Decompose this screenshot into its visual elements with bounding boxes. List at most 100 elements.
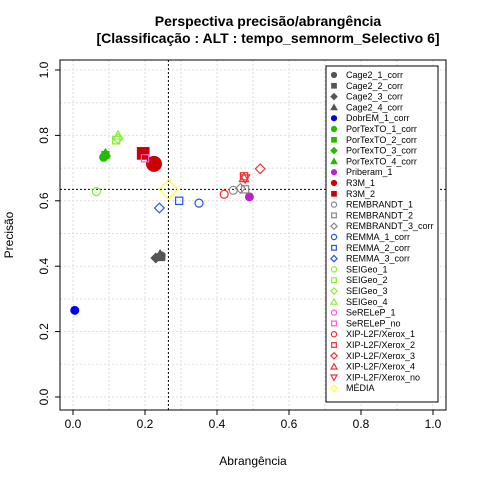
legend-symbol [330,157,338,165]
chart-subtitle: [Classificação : ALT : tempo_semnorm_Sel… [96,30,439,46]
data-point [91,187,102,197]
legend-entry: Priberam_1 [346,167,393,177]
legend-symbol [330,222,338,231]
legend-entry: SEIGeo_4 [346,297,388,307]
legend-entry: Cage2_2_corr [346,81,403,91]
legend-symbol [331,277,337,284]
legend-entry: SeRELeP_1 [346,308,396,318]
legend-entry: SeRELeP_no [346,318,401,328]
legend-symbol [329,362,339,370]
data-point [244,192,254,202]
x-tick-label: 0.6 [281,417,298,431]
y-tick-label: 0.0 [37,388,51,405]
data-point [234,182,247,195]
legend-entry: XIP-L2F/Xerox_3 [346,351,415,361]
legend-entry: PorTexTO_2_corr [346,135,417,145]
legend-entry: XIP-L2F/Xerox_2 [346,340,415,350]
legend-symbol [330,125,338,133]
legend-entry: REMMA_1_corr [346,232,410,242]
legend-symbol [330,146,338,155]
legend-entry: PorTexTO_1_corr [346,124,417,134]
legend-symbol [330,169,338,176]
legend-symbol [330,201,338,208]
x-tick-label: 0.0 [65,417,82,431]
legend-entry: REMBRANDT_2 [346,210,413,220]
legend-symbol [329,297,339,305]
x-tick-label: 0.8 [353,417,370,431]
legend-entry: REMBRANDT_3_corr [346,221,434,231]
legend-symbol [331,190,337,197]
x-axis-label: Abrangência [219,454,287,468]
legend-entry: XIP-L2F/Xerox_1 [346,329,415,339]
data-point [153,202,166,214]
x-tick-label: 0.4 [209,417,226,431]
data-point [254,163,266,175]
y-tick-label: 1.0 [37,61,51,78]
data-point [99,147,111,158]
legend-entry: SEIGeo_2 [346,275,388,285]
data-point [136,147,150,160]
data-point [140,154,150,163]
legend: Cage2_1_corrCage2_2_corrCage2_3_corrCage… [325,65,439,403]
x-tick-label: 0.2 [137,417,154,431]
data-point [154,248,166,259]
data-point [240,185,250,194]
y-tick-label: 0.4 [37,258,51,275]
legend-symbol [330,254,338,263]
legend-entry: DobrEM_1_corr [346,113,410,123]
legend-entry: REMMA_2_corr [346,243,410,253]
legend-entry: REMMA_3_corr [346,254,410,264]
legend-entry: SEIGeo_3 [346,286,388,296]
legend-entry: MÉDIA [346,383,375,393]
legend-entry: R3M_1 [346,178,375,188]
legend-entry: Cage2_1_corr [346,70,403,80]
legend-entry: PorTexTO_4_corr [346,156,417,166]
legend-symbol [330,331,338,338]
data-point [146,155,162,172]
legend-symbol [330,92,338,101]
data-point [112,129,124,140]
legend-symbol [330,309,338,316]
chart-title: Perspectiva precisão/abrangência [155,13,382,29]
legend-symbol [331,82,337,89]
legend-symbol [331,342,337,348]
data-point [111,136,121,145]
y-axis: 0.0 0.2 0.4 0.6 0.8 1.0 [37,61,60,405]
legend-entry: XIP-L2F/Xerox_no [346,372,420,382]
data-points [70,129,266,315]
y-tick-label: 0.8 [37,127,51,144]
legend-symbol [330,266,338,273]
legend-entry: Cage2_3_corr [346,92,403,102]
legend-symbol [331,212,337,219]
y-tick-label: 0.2 [37,323,51,340]
legend-entry: SEIGeo_1 [346,264,388,274]
x-axis: 0.0 0.2 0.4 0.6 0.8 1.0 [65,410,442,431]
legend-entry: XIP-L2F/Xerox_4 [346,362,415,372]
legend-symbol [330,115,338,122]
data-point [194,198,204,208]
legend-entry: REMBRANDT_1 [346,200,413,210]
legend-symbol [330,179,338,187]
legend-entry: Cage2_4_corr [346,102,403,112]
legend-box [325,65,439,403]
y-tick-label: 0.6 [37,192,51,209]
legend-symbol [330,351,338,360]
legend-entry: PorTexTO_3_corr [346,146,417,156]
x-tick-label: 1.0 [425,417,442,431]
y-axis-label: Precisão [2,211,16,258]
data-point [219,189,229,199]
data-point [70,305,80,315]
legend-symbol [331,320,337,327]
legend-symbol [330,233,338,241]
legend-symbol [331,244,337,251]
data-point [239,174,251,185]
data-point [175,196,184,205]
legend-symbol [329,374,339,382]
plot-frame [59,59,447,411]
legend-symbol [330,71,338,79]
legend-symbol [330,103,338,111]
legend-symbol [331,136,337,143]
legend-entry: R3M_2 [346,189,375,199]
legend-symbol [330,384,338,393]
